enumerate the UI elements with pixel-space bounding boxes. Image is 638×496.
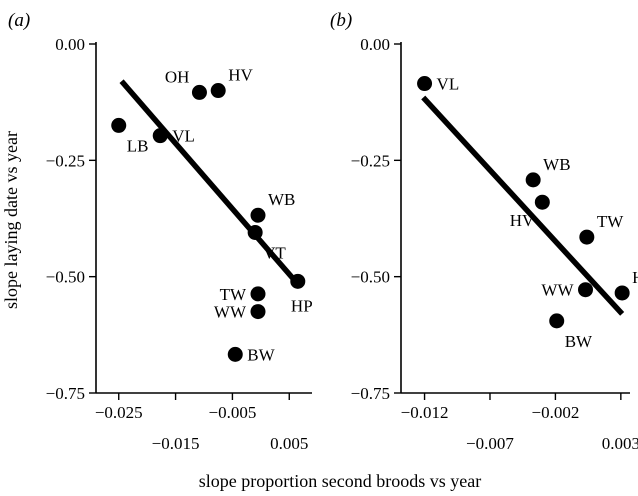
- data-point-bw: [549, 313, 565, 329]
- point-label-hv: HV: [510, 211, 535, 230]
- point-label-hp: HP: [632, 268, 638, 287]
- data-point-ww: [578, 282, 594, 298]
- data-point-vl: [417, 76, 433, 92]
- y-tick-label: −0.75: [46, 384, 85, 403]
- data-point-wb: [250, 207, 266, 223]
- y-tick-label: −0.25: [46, 151, 85, 170]
- point-label-bw: BW: [247, 345, 275, 364]
- regression-line: [421, 95, 625, 316]
- point-label-tw: TW: [220, 285, 247, 304]
- panel-b: (b) 0.00 −0.25 −0.50 −0.75 −0.012 −0.007 −0.002…: [330, 10, 638, 453]
- point-label-hp: HP: [291, 296, 313, 315]
- x-tick-label: 0.005: [270, 434, 308, 453]
- y-tick-label: −0.50: [46, 268, 85, 287]
- regression-line: [119, 79, 302, 288]
- x-axis-title: slope proportion second broods vs year: [199, 471, 481, 491]
- x-tick-label: −0.025: [95, 403, 143, 422]
- y-axis-title: slope laying date vs year: [1, 131, 21, 309]
- data-point-hv: [534, 194, 550, 210]
- x-tick-label: −0.015: [152, 434, 200, 453]
- y-tick-label: 0.00: [360, 35, 390, 54]
- point-label-vl: VL: [172, 127, 195, 146]
- data-point-vl: [152, 128, 168, 144]
- point-label-oh: OH: [165, 67, 190, 86]
- point-label-wb: WB: [543, 155, 570, 174]
- data-point-hp: [290, 273, 306, 289]
- x-tick-label: −0.005: [208, 403, 256, 422]
- y-tick-label: 0.00: [55, 35, 85, 54]
- point-label-vl: VL: [437, 75, 460, 94]
- data-point-hv: [210, 83, 226, 99]
- panel-label-pb: (b): [330, 10, 352, 31]
- data-point-ww: [250, 304, 266, 320]
- point-label-ww: WW: [541, 281, 574, 300]
- data-point-oh: [191, 84, 207, 100]
- panel-label-pa: (a): [8, 10, 30, 31]
- point-label-bw: BW: [565, 332, 593, 351]
- x-tick-label: −0.012: [401, 403, 449, 422]
- point-label-wb: WB: [268, 190, 295, 209]
- data-point-vt: [247, 224, 263, 240]
- x-tick-label: 0.003: [602, 434, 638, 453]
- y-tick-label: −0.50: [351, 268, 390, 287]
- data-point-bw: [227, 346, 243, 362]
- point-label-lb: LB: [127, 136, 149, 155]
- data-point-tw: [250, 286, 266, 302]
- point-label-ww: WW: [214, 303, 247, 322]
- y-tick-label: −0.75: [351, 384, 390, 403]
- point-label-vt: VT: [263, 243, 286, 262]
- x-tick-label: −0.002: [531, 403, 579, 422]
- data-point-hp: [614, 285, 630, 301]
- data-point-wb: [525, 172, 541, 188]
- point-label-tw: TW: [597, 212, 624, 231]
- x-tick-label: −0.007: [466, 434, 514, 453]
- point-label-hv: HV: [228, 66, 253, 85]
- y-tick-label: −0.25: [351, 151, 390, 170]
- data-point-lb: [111, 117, 127, 133]
- panel-a: (a) 0.00 −0.25 −0.50 −0.75 −0.025 −0.015 −0.005…: [8, 10, 313, 453]
- data-point-tw: [579, 229, 595, 245]
